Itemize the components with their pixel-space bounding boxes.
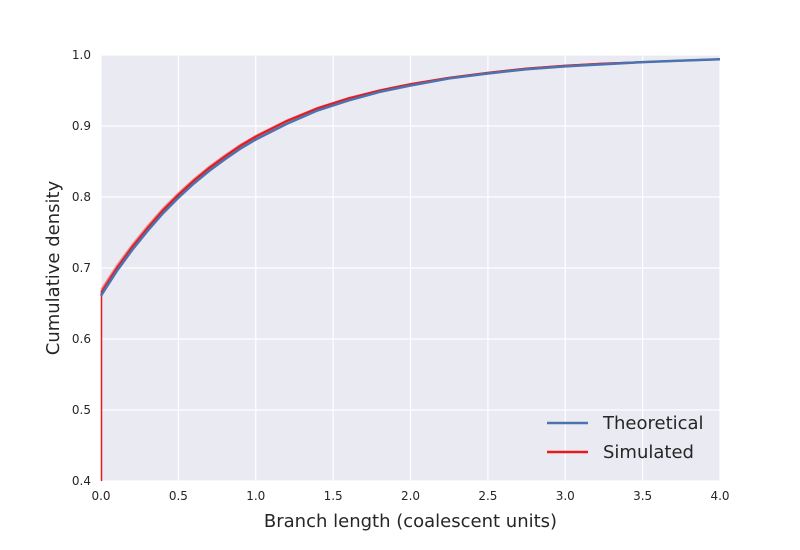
- y-tick-label: 0.5: [72, 403, 91, 417]
- y-tick-label: 0.8: [72, 190, 91, 204]
- x-tick-label: 2.5: [478, 489, 497, 503]
- x-tick-label: 0.0: [91, 489, 110, 503]
- x-axis-label: Branch length (coalescent units): [264, 511, 557, 532]
- x-tick-labels: 0.0 0.5 1.0 1.5 2.0 2.5 3.0 3.5 4.0: [91, 489, 729, 503]
- legend-label-theoretical: Theoretical: [602, 413, 704, 434]
- y-tick-label: 0.6: [72, 332, 91, 346]
- series-layer: [99, 58, 721, 481]
- y-tick-labels: 0.4 0.5 0.6 0.7 0.8 0.9 1.0: [72, 48, 91, 488]
- y-tick-label: 0.4: [72, 474, 91, 488]
- legend-label-simulated: Simulated: [603, 442, 694, 463]
- x-tick-label: 3.0: [556, 489, 575, 503]
- grid-lines: [100, 54, 721, 482]
- y-tick-label: 1.0: [72, 48, 91, 62]
- y-tick-label: 0.9: [72, 119, 91, 133]
- x-tick-label: 2.0: [401, 489, 420, 503]
- series-line-theoretical: [99, 58, 721, 297]
- y-axis-label: Cumulative density: [43, 180, 64, 355]
- x-tick-label: 3.5: [633, 489, 652, 503]
- x-tick-label: 1.5: [324, 489, 343, 503]
- x-tick-label: 0.5: [169, 489, 188, 503]
- legend: Theoretical Simulated: [547, 413, 704, 463]
- x-tick-label: 4.0: [710, 489, 729, 503]
- x-tick-label: 1.0: [246, 489, 265, 503]
- y-tick-label: 0.7: [72, 261, 91, 275]
